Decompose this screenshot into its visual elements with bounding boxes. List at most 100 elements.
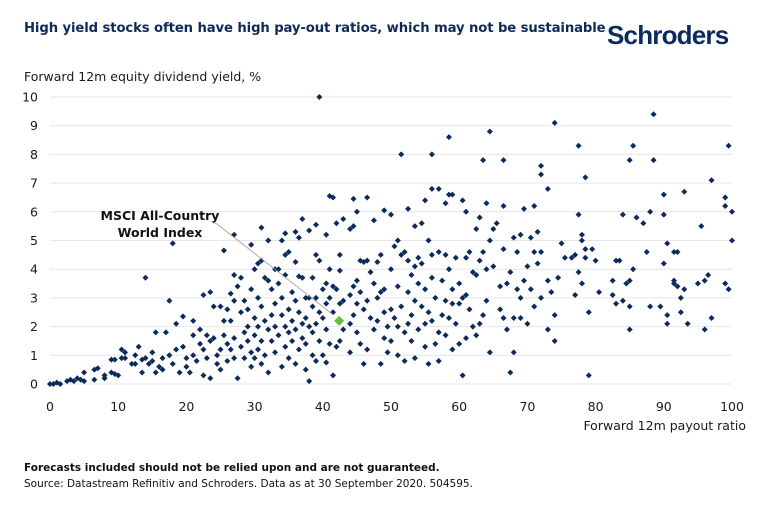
data-point: [333, 220, 340, 227]
data-point: [275, 280, 282, 287]
data-point: [316, 337, 323, 344]
y-tick-labels: 0 1 2 3 4 5 6 7 8 9 10: [22, 90, 38, 392]
data-point: [708, 314, 715, 321]
data-point: [350, 195, 357, 202]
data-point: [388, 266, 394, 273]
data-point: [231, 231, 238, 238]
data-point: [91, 376, 98, 383]
data-point: [643, 248, 650, 255]
data-point: [722, 194, 729, 201]
data-point: [319, 314, 326, 321]
data-point: [275, 266, 282, 273]
data-point: [548, 289, 555, 296]
data-point: [370, 326, 377, 333]
data-point: [538, 162, 545, 169]
data-point: [486, 349, 493, 356]
data-point: [442, 200, 449, 207]
data-points: [47, 94, 735, 387]
data-point: [534, 260, 541, 267]
data-point: [364, 194, 371, 201]
data-point: [312, 294, 319, 301]
data-point: [203, 332, 210, 339]
data-point: [176, 369, 183, 376]
data-point: [671, 248, 678, 255]
data-point: [544, 326, 551, 333]
data-point: [401, 358, 408, 365]
data-point: [538, 171, 545, 178]
data-point: [145, 360, 152, 367]
data-point: [531, 248, 538, 255]
data-point: [411, 223, 418, 230]
data-point: [609, 277, 616, 284]
data-point: [347, 349, 354, 356]
data-point: [200, 346, 207, 353]
data-point: [118, 346, 125, 353]
data-point: [619, 297, 626, 304]
data-point: [445, 134, 452, 141]
data-point: [258, 337, 265, 344]
data-point: [729, 237, 735, 244]
data-point: [425, 309, 432, 316]
data-point: [626, 326, 633, 333]
data-point: [261, 352, 268, 359]
data-point: [190, 332, 197, 339]
data-point: [227, 290, 234, 297]
data-point: [596, 289, 603, 296]
data-point: [391, 243, 398, 250]
data-point: [255, 260, 262, 267]
data-point: [299, 335, 306, 342]
data-point: [94, 365, 101, 372]
data-point: [445, 314, 452, 321]
data-point: [169, 240, 176, 247]
data-point: [538, 248, 545, 255]
data-point: [589, 246, 596, 253]
data-point: [159, 355, 166, 362]
x-tick-label: 30: [247, 399, 263, 414]
data-point: [524, 263, 531, 270]
data-point: [292, 326, 299, 333]
data-point: [231, 335, 238, 342]
data-point: [664, 312, 671, 319]
data-point: [312, 358, 319, 365]
data-point: [285, 248, 292, 255]
data-point: [360, 306, 367, 313]
data-point: [722, 280, 729, 287]
data-point: [347, 320, 354, 327]
data-point: [282, 230, 289, 237]
y-tick-label: 6: [30, 204, 38, 219]
data-point: [255, 294, 262, 301]
data-point: [142, 274, 149, 281]
data-point: [81, 369, 88, 376]
data-point: [517, 294, 524, 301]
data-point: [555, 274, 562, 281]
data-point: [166, 297, 173, 304]
data-point: [476, 320, 483, 327]
data-point: [698, 223, 705, 230]
data-point: [47, 381, 53, 387]
data-point: [336, 251, 343, 258]
data-point: [360, 360, 367, 367]
data-point: [340, 326, 347, 333]
data-point: [647, 303, 654, 310]
data-point: [173, 320, 180, 327]
data-point: [207, 375, 214, 382]
data-point: [309, 329, 316, 336]
data-point: [255, 323, 262, 330]
data-point: [394, 237, 401, 244]
data-point: [326, 340, 333, 347]
data-point: [725, 142, 732, 149]
x-tick-labels: 0 10 20 30 40 50 60 70 80 90 100: [46, 399, 744, 414]
data-point: [111, 356, 118, 363]
data-point: [333, 343, 340, 350]
data-point: [251, 266, 258, 273]
data-point: [118, 355, 125, 362]
y-axis-label: Forward 12m equity dividend yield, %: [24, 69, 262, 84]
data-point: [582, 174, 589, 181]
data-point: [272, 300, 279, 307]
data-point: [251, 314, 258, 321]
data-point: [210, 335, 217, 342]
data-point: [128, 360, 135, 367]
data-point: [466, 248, 473, 255]
data-point: [272, 349, 279, 356]
data-point: [278, 363, 285, 370]
